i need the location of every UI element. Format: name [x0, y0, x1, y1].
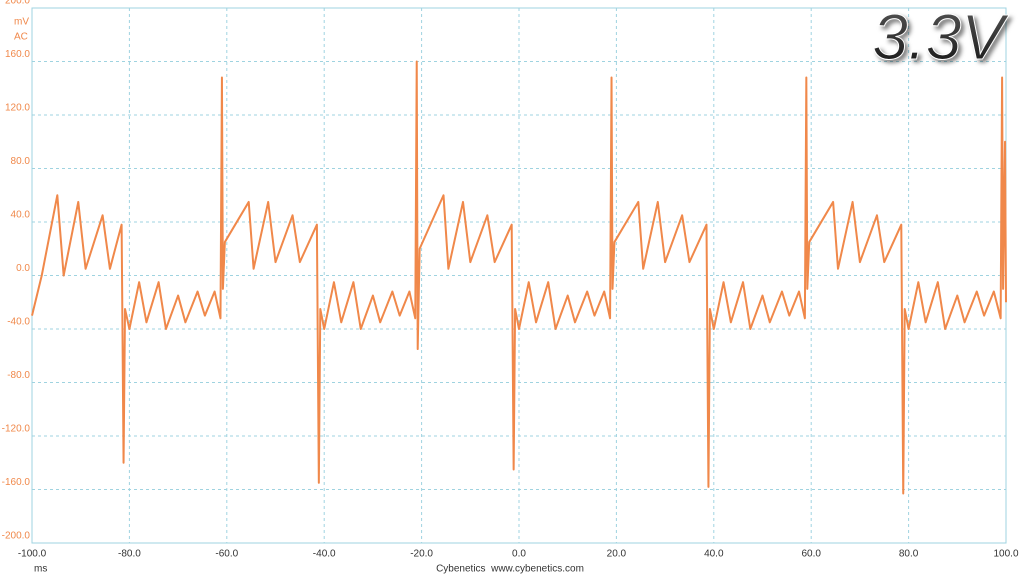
y-tick-label: -200.0: [2, 531, 31, 542]
x-tick-label: 60.0: [801, 549, 821, 560]
y-tick-label: 120.0: [5, 103, 30, 114]
x-tick-label: 100.0: [993, 549, 1018, 560]
chart-title: 3.3V: [872, 1, 1009, 73]
x-tick-label: -60.0: [215, 549, 238, 560]
y-tick-label: -120.0: [2, 424, 31, 435]
x-tick-label: 20.0: [607, 549, 627, 560]
y-tick-label: 80.0: [11, 156, 31, 167]
x-tick-label: -80.0: [118, 549, 141, 560]
x-tick-label: 40.0: [704, 549, 724, 560]
y-tick-label: -40.0: [7, 317, 30, 328]
x-tick-label: 0.0: [512, 549, 526, 560]
y-tick-label: -160.0: [2, 477, 31, 488]
x-tick-label: -20.0: [410, 549, 433, 560]
footer: Cybenetics www.cybenetics.com: [436, 564, 584, 575]
y-unit: mV: [14, 17, 29, 28]
x-tick-label: 80.0: [899, 549, 919, 560]
y-tick-label: 40.0: [11, 210, 31, 221]
coupling: AC: [14, 32, 28, 43]
x-tick-label: -100.0: [18, 549, 47, 560]
y-tick-label: 200.0: [5, 0, 30, 7]
waveform: [31, 60, 1007, 495]
x-tick-label: -40.0: [313, 549, 336, 560]
y-tick-label: -80.0: [7, 370, 30, 381]
x-unit: ms: [34, 564, 47, 575]
y-tick-label: 160.0: [5, 49, 30, 60]
y-tick-label: 0.0: [16, 263, 30, 274]
